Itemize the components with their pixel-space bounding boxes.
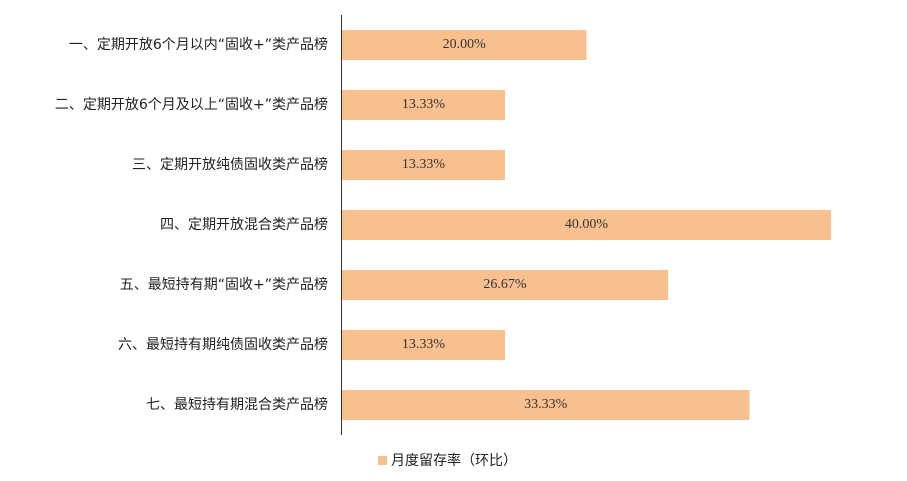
- bar: [342, 90, 505, 120]
- legend-label: 月度留存率（环比）: [391, 452, 517, 469]
- category-label: 七、最短持有期混合类产品榜: [146, 396, 328, 413]
- bar: [342, 210, 831, 240]
- value-label: 33.33%: [524, 397, 568, 412]
- value-label: 13.33%: [402, 97, 446, 112]
- bar: [342, 330, 505, 360]
- value-label: 13.33%: [402, 337, 446, 352]
- category-label: 三、定期开放纯债固收类产品榜: [132, 156, 328, 173]
- value-label: 13.33%: [402, 157, 446, 172]
- bar: [342, 150, 505, 180]
- value-label: 20.00%: [443, 37, 487, 52]
- category-label: 五、最短持有期“固收+”类产品榜: [120, 276, 328, 293]
- category-label: 一、定期开放6个月以内“固收+”类产品榜: [69, 36, 328, 53]
- value-label: 40.00%: [565, 217, 609, 232]
- value-label: 26.67%: [483, 277, 527, 292]
- bar: [342, 270, 669, 300]
- legend-swatch: [378, 456, 387, 465]
- category-label: 四、定期开放混合类产品榜: [160, 216, 328, 233]
- category-label: 二、定期开放6个月及以上“固收+”类产品榜: [55, 96, 328, 113]
- category-label: 六、最短持有期纯债固收类产品榜: [118, 336, 328, 353]
- bar: [342, 390, 750, 420]
- bar: [342, 30, 587, 60]
